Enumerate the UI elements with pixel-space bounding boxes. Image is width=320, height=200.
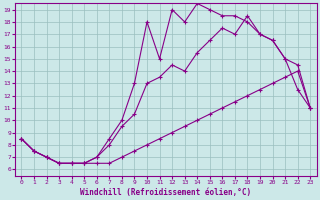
X-axis label: Windchill (Refroidissement éolien,°C): Windchill (Refroidissement éolien,°C): [80, 188, 252, 197]
